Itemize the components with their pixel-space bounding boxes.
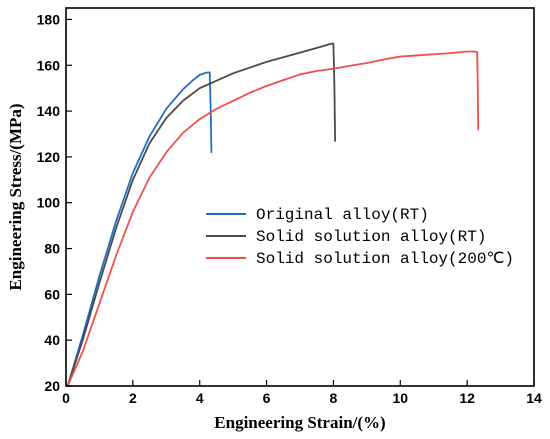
- x-tick-label: 2: [129, 390, 137, 406]
- legend-label-3: Solid solution alloy(200℃): [256, 250, 514, 268]
- y-tick-label: 80: [44, 241, 60, 257]
- y-tick-label: 180: [37, 11, 61, 27]
- y-tick-label: 40: [44, 332, 60, 348]
- x-axis-title: Engineering Strain/(%): [214, 413, 385, 432]
- axes-layer: [65, 7, 535, 387]
- ticks-layer: 0 2 4 6 8 10 12 14 20 40 60 80 100 120 140 160 180: [37, 11, 542, 406]
- y-tick-label: 100: [37, 195, 61, 211]
- legend: Original alloy(RT) Solid solution alloy(R…: [206, 206, 514, 268]
- plot-frame: [65, 7, 535, 387]
- x-tick-label: 12: [459, 390, 475, 406]
- x-tick-label: 10: [392, 390, 408, 406]
- x-tick-label: 14: [526, 390, 542, 406]
- x-tick-label: 8: [330, 390, 338, 406]
- x-tick-label: 6: [263, 390, 271, 406]
- series-layer: [66, 42, 480, 387]
- series-line-1: [66, 71, 213, 387]
- legend-label-1: Original alloy(RT): [256, 206, 429, 224]
- y-tick-label: 60: [44, 286, 60, 302]
- x-tick-label: 4: [196, 390, 204, 406]
- x-tick-label: 0: [62, 390, 70, 406]
- y-tick-label: 120: [37, 149, 61, 165]
- y-tick-label: 140: [37, 103, 61, 119]
- legend-label-2: Solid solution alloy(RT): [256, 228, 486, 246]
- series-line-2: [66, 42, 336, 387]
- y-tick-label: 20: [44, 378, 60, 394]
- series-line-3: [66, 50, 480, 387]
- y-axis-title: Engineering Stress/(MPa): [6, 103, 25, 290]
- y-tick-label: 160: [37, 57, 61, 73]
